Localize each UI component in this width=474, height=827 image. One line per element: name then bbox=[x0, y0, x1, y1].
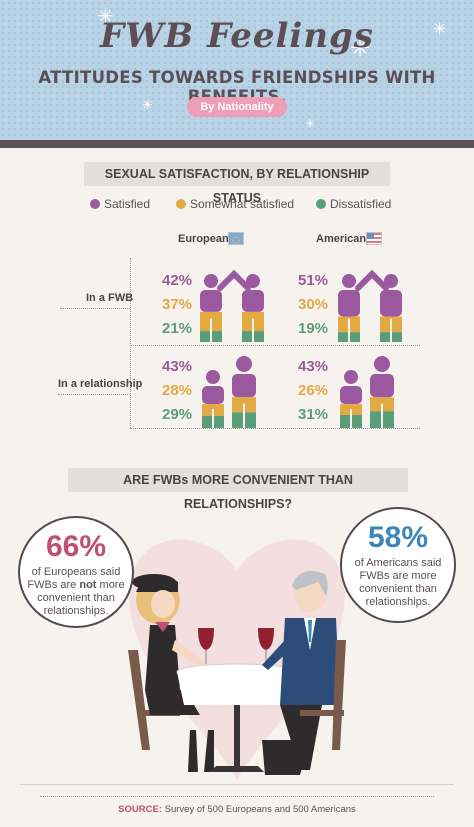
divider-row bbox=[60, 308, 130, 309]
column-label-americans: Americans bbox=[316, 233, 373, 245]
value-fwb-us-satisfied: 51% bbox=[298, 272, 329, 289]
person-head bbox=[384, 274, 398, 288]
eu-flag-icon bbox=[228, 232, 244, 245]
figure-band-satisfied bbox=[370, 374, 394, 398]
person-head bbox=[342, 274, 356, 288]
value-rel-eu-satisfied: 43% bbox=[162, 358, 193, 375]
leg-gap bbox=[390, 318, 392, 342]
bubble-percent-europeans: 66% bbox=[45, 530, 107, 563]
bubble-text: FWBs are not more bbox=[27, 579, 125, 591]
us-flag-icon bbox=[366, 232, 382, 245]
value-fwb-us-dissatisfied: 19% bbox=[298, 320, 329, 337]
legend-label: Satisfied bbox=[104, 197, 151, 211]
person-head bbox=[204, 274, 218, 288]
row-label-fwb: In a FWB bbox=[86, 292, 134, 304]
couple-dinner-illustration bbox=[20, 539, 454, 785]
figure-pair-relationship-americans bbox=[340, 356, 394, 428]
figure-band-satisfied bbox=[202, 386, 224, 405]
figure-band-satisfied bbox=[340, 386, 362, 405]
legend-swatch bbox=[90, 199, 100, 209]
bubble-text: convenient than bbox=[359, 583, 437, 595]
leg-gap bbox=[348, 318, 350, 342]
bubble-text: FWBs are more bbox=[359, 570, 437, 582]
divider-row bbox=[58, 394, 130, 395]
figure-band-satisfied bbox=[242, 290, 264, 312]
column-label-europeans: Europeans bbox=[178, 233, 235, 245]
leg-gap bbox=[210, 318, 212, 342]
high-five-arms bbox=[355, 269, 389, 291]
value-rel-us-dissatisfied: 31% bbox=[298, 406, 329, 423]
legend-swatch bbox=[316, 199, 326, 209]
page-title: FWB Feelings bbox=[100, 16, 374, 56]
value-fwb-eu-dissatisfied: 21% bbox=[162, 320, 193, 337]
section-heading-satisfaction: SEXUAL SATISFACTION, BY RELATIONSHIP STA… bbox=[84, 162, 390, 205]
person-head bbox=[236, 356, 252, 372]
figure-pair-fwb-europeans bbox=[200, 269, 264, 342]
sparkle-icon: ✳ bbox=[305, 117, 316, 131]
bubble-text: relationships. bbox=[43, 605, 109, 617]
sparkle-icon: ✳ bbox=[433, 21, 447, 38]
legend-item-satisfied: Satisfied bbox=[90, 196, 150, 212]
bubble-text: of Americans said bbox=[354, 557, 442, 569]
bubble-text: relationships. bbox=[365, 596, 431, 608]
legend-label: Dissatisfied bbox=[330, 197, 392, 211]
nationality-badge: By Nationality bbox=[187, 97, 287, 117]
person-head bbox=[246, 274, 260, 288]
header-banner bbox=[0, 0, 474, 143]
divider-vertical bbox=[130, 258, 131, 428]
sparkle-icon: ✳ bbox=[142, 97, 153, 112]
value-rel-us-satisfied: 43% bbox=[298, 358, 329, 375]
value-fwb-eu-satisfied: 42% bbox=[162, 272, 193, 289]
bubble-percent-americans: 58% bbox=[367, 521, 429, 554]
legend-item-dissatisfied: Dissatisfied bbox=[316, 196, 391, 212]
figure-band-satisfied bbox=[338, 290, 360, 317]
header-divider bbox=[0, 140, 474, 148]
footer-divider bbox=[40, 796, 434, 797]
person-head bbox=[344, 370, 358, 384]
speech-bubble-europeans: 66% of Europeans said FWBs are not more … bbox=[18, 516, 134, 628]
leg-gap bbox=[350, 409, 352, 428]
heart-background-icon bbox=[129, 539, 345, 780]
figure-pair-relationship-europeans bbox=[202, 356, 256, 428]
figure-band-satisfied bbox=[200, 290, 222, 312]
divider-row bbox=[130, 345, 420, 346]
divider-row bbox=[130, 428, 420, 429]
figure-band-satisfied bbox=[232, 374, 256, 398]
value-fwb-eu-somewhat: 37% bbox=[162, 296, 193, 313]
legend-label: Somewhat satisfied bbox=[190, 197, 295, 211]
legend-item-somewhat: Somewhat satisfied bbox=[176, 196, 294, 212]
value-fwb-us-somewhat: 30% bbox=[298, 296, 329, 313]
leg-gap bbox=[212, 409, 214, 428]
leg-gap bbox=[243, 403, 245, 428]
legend-swatch bbox=[176, 199, 186, 209]
value-rel-eu-dissatisfied: 29% bbox=[162, 406, 193, 423]
leg-gap bbox=[252, 318, 254, 342]
sparkle-icon: ✳ bbox=[97, 6, 114, 28]
source-note: SOURCE: Survey of 500 Europeans and 500 … bbox=[118, 804, 356, 815]
section-heading-convenience: ARE FWBs MORE CONVENIENT THAN RELATIONSH… bbox=[68, 468, 408, 511]
value-rel-eu-somewhat: 28% bbox=[162, 382, 193, 399]
bubble-text: of Europeans said bbox=[31, 566, 121, 578]
legend: Satisfied Somewhat satisfied Dissatisfie… bbox=[0, 196, 474, 212]
row-label-relationship: In a relationship bbox=[58, 378, 143, 390]
leg-gap bbox=[381, 403, 383, 428]
figure-pair-fwb-americans bbox=[338, 269, 402, 342]
high-five-arms bbox=[217, 269, 251, 291]
sparkle-icon: ✳ bbox=[350, 35, 371, 62]
figure-band-satisfied bbox=[380, 290, 402, 317]
value-rel-us-somewhat: 26% bbox=[298, 382, 329, 399]
person-head bbox=[374, 356, 390, 372]
speech-bubble-americans: 58% of Americans said FWBs are more conv… bbox=[340, 507, 456, 623]
person-head bbox=[206, 370, 220, 384]
bubble-text: convenient than bbox=[37, 592, 115, 604]
